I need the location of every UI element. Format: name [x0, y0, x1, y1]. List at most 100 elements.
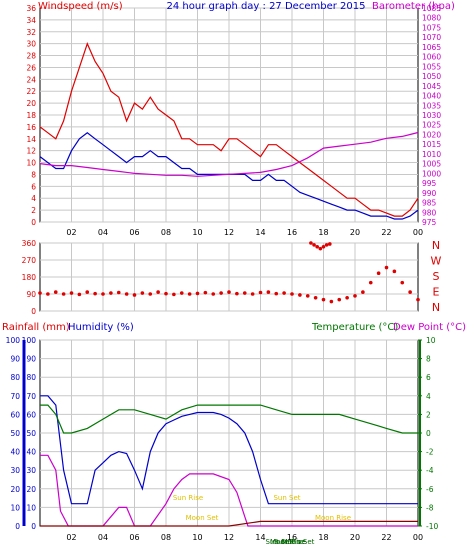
direction-point — [266, 290, 271, 294]
direction-point — [290, 292, 294, 296]
series-line-dew-point — [40, 520, 418, 527]
y-tick-label-right: 1080 — [422, 14, 441, 23]
temp-tick-label: -10 — [426, 522, 438, 531]
direction-point — [156, 290, 160, 294]
x-tick-label: 10 — [192, 533, 202, 542]
x-tick-label: 00 — [413, 228, 423, 237]
y-tick-label-right: 1015 — [422, 140, 441, 149]
rainfall-tick-label: 90 — [10, 355, 20, 364]
temp-tick-label: 10 — [426, 336, 436, 345]
y-tick-label-right: 1050 — [422, 72, 441, 81]
x-tick-label: 04 — [98, 533, 108, 542]
x-tick-label: 20 — [350, 228, 360, 237]
humidity-tick-label: 0 — [31, 522, 36, 531]
direction-tick-label: 180 — [22, 273, 37, 282]
direction-point — [219, 291, 223, 295]
x-tick-label: 02 — [66, 533, 76, 542]
direction-point — [109, 291, 113, 295]
x-tick-label: 08 — [161, 228, 171, 237]
y-tick-label-left: 8 — [31, 170, 36, 179]
direction-point — [321, 244, 326, 249]
y-tick-label-right: 1000 — [422, 169, 441, 178]
x-tick-label: 00 — [413, 533, 423, 542]
y-tick-label-left: 0 — [31, 218, 36, 227]
direction-point — [124, 292, 129, 296]
direction-point — [282, 291, 286, 295]
rainfall-tick-label: 70 — [10, 392, 20, 401]
humidity-tick-label: 40 — [26, 448, 36, 457]
series-line-temperature — [40, 404, 418, 434]
humidity-tick-label: 100 — [22, 336, 37, 345]
direction-point — [345, 295, 349, 300]
temp-tick-label: 0 — [426, 429, 431, 438]
x-tick-label: 14 — [255, 533, 265, 542]
y-tick-label-left: 6 — [31, 182, 36, 191]
x-tick-label: 20 — [350, 533, 360, 542]
y-tick-label-left: 2 — [31, 206, 36, 215]
temp-tick-label: 2 — [426, 410, 431, 419]
rainfall-tick-label: 30 — [10, 466, 20, 475]
direction-point — [195, 291, 200, 296]
series-line-humidity — [40, 395, 418, 505]
direction-point — [324, 243, 329, 247]
direction-point — [164, 291, 168, 296]
y-tick-label-left: 32 — [26, 28, 36, 37]
direction-point — [140, 291, 145, 295]
y-tick-label-right: 1055 — [422, 62, 441, 71]
direction-point — [101, 292, 105, 296]
y-tick-label-right: 1040 — [422, 92, 441, 101]
direction-point — [38, 291, 42, 295]
compass-label: N — [432, 301, 440, 314]
rainfall-tick-label: 50 — [10, 429, 20, 438]
direction-point — [337, 297, 342, 302]
x-tick-label: 02 — [66, 228, 76, 237]
compass-label: W — [431, 255, 442, 268]
x-tick-label: 16 — [287, 228, 297, 237]
y-tick-label-right: 995 — [422, 179, 437, 188]
y-tick-label-right: 1070 — [422, 33, 441, 42]
y-tick-label-right: 1045 — [422, 82, 441, 91]
temp-tick-label: -8 — [426, 503, 434, 512]
x-tick-label: 18 — [318, 228, 328, 237]
direction-tick-label: 90 — [26, 290, 36, 299]
temp-tick-label: -6 — [426, 485, 434, 494]
direction-point — [116, 290, 121, 295]
rainfall-tick-label: 80 — [10, 373, 20, 382]
y-tick-label-left: 36 — [26, 4, 36, 13]
compass-label: N — [432, 239, 440, 252]
humidity-tick-label: 80 — [26, 373, 36, 382]
rainfall-tick-label: 60 — [10, 410, 20, 419]
direction-point — [315, 244, 320, 249]
y-tick-label-left: 28 — [26, 52, 36, 61]
direction-point — [305, 294, 310, 298]
y-tick-label-right: 1035 — [422, 101, 441, 110]
y-tick-label-right: 975 — [422, 218, 437, 227]
temp-tick-label: 6 — [426, 373, 431, 382]
humidity-axis-title: Humidity (%) — [68, 322, 134, 333]
x-tick-label: 14 — [255, 228, 265, 237]
y-tick-label-left: 24 — [26, 75, 36, 84]
y-tick-label-left: 12 — [26, 147, 36, 156]
x-tick-label: 22 — [381, 533, 391, 542]
y-tick-label-right: 1020 — [422, 130, 441, 139]
direction-point — [274, 291, 279, 296]
sun-moon-annotation: Moon Set — [186, 514, 219, 522]
y-tick-label-right: 980 — [422, 208, 437, 217]
direction-point — [376, 271, 381, 276]
y-tick-label-left: 20 — [26, 99, 36, 108]
y-tick-label-right: 985 — [422, 199, 437, 208]
direction-point — [313, 295, 318, 300]
direction-point — [408, 290, 412, 294]
direction-point — [172, 292, 176, 297]
y-tick-label-left: 18 — [26, 111, 36, 120]
y-tick-label-left: 10 — [26, 159, 36, 168]
x-tick-label: 16 — [287, 533, 297, 542]
x-tick-label: 22 — [381, 228, 391, 237]
y-tick-label-right: 1085 — [422, 4, 441, 13]
rainfall-tick-label: 40 — [10, 448, 20, 457]
compass-label: E — [433, 286, 440, 299]
x-tick-label: 10 — [192, 228, 202, 237]
x-tick-label: 12 — [224, 228, 234, 237]
sun-moon-annotation: Moon Rise — [315, 514, 351, 522]
